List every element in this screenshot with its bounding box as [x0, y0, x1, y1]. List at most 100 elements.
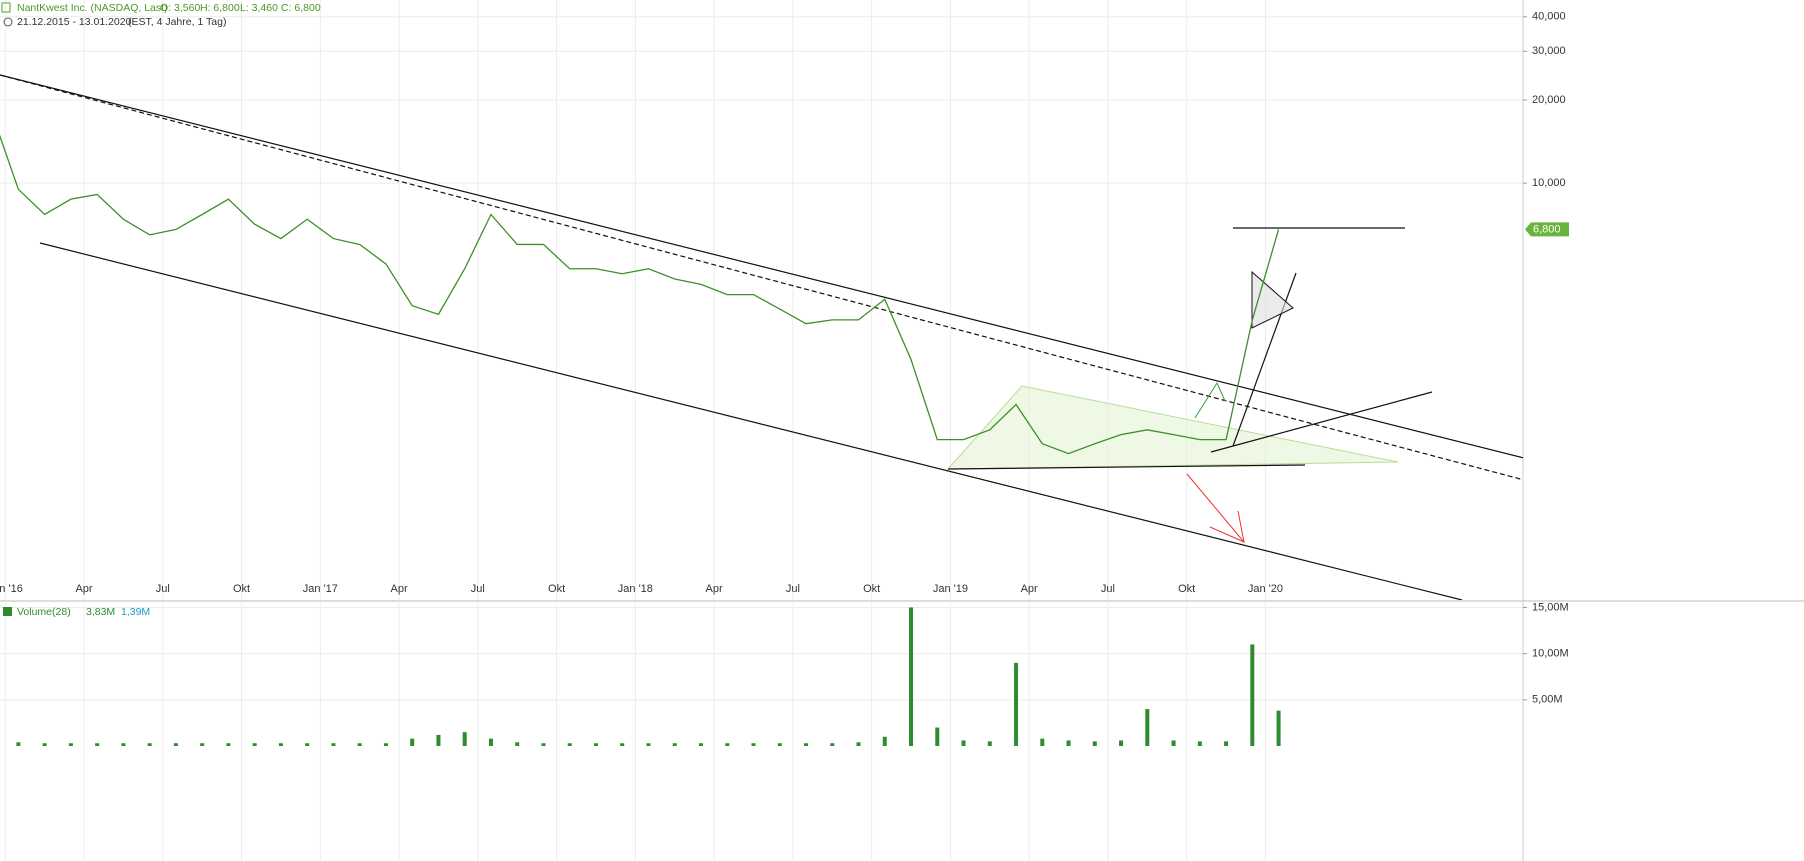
volume-bar: [698, 743, 703, 746]
arrow-head: [1209, 510, 1245, 543]
x-tick-label: Okt: [548, 583, 565, 595]
volume-bar: [620, 743, 625, 746]
trend-line: [1210, 391, 1433, 453]
volume-bar: [173, 743, 178, 746]
volume-bar: [1224, 741, 1229, 746]
volume-bar: [226, 743, 231, 746]
legend-entry: Volume(28): [17, 606, 71, 618]
last-price-badge: [1525, 222, 1569, 237]
y-tick-label: 30,000: [1532, 45, 1566, 57]
volume-bar: [725, 743, 730, 746]
triangle-pattern: [946, 385, 1399, 470]
volume-bar: [1250, 644, 1255, 746]
quote: O: 3,560: [160, 2, 200, 14]
x-tick-label: Jan '18: [618, 583, 653, 595]
y-tick-label: 15,00M: [1532, 601, 1569, 613]
volume-bar: [147, 743, 152, 746]
volume-bar: [1014, 662, 1019, 746]
volume-bar: [1197, 741, 1202, 746]
price-plot: [0, 134, 1280, 455]
volume-bar: [305, 743, 310, 746]
grid: [0, 0, 1523, 861]
y-tick-label: 5,00M: [1532, 694, 1563, 706]
x-tick-label: Jul: [156, 583, 170, 595]
y-tick-label: 10,000: [1532, 177, 1566, 189]
x-tick-label: Jul: [786, 583, 800, 595]
x-tick-label: Apr: [75, 583, 92, 595]
volume-bar: [1040, 738, 1045, 746]
clock-icon: [3, 17, 13, 27]
volume-bar: [672, 743, 677, 746]
volume-bar: [1119, 740, 1124, 746]
legend-value: 3,83M: [86, 606, 115, 618]
y-tick-label: 20,000: [1532, 94, 1566, 106]
x-tick-label: Jul: [1101, 583, 1115, 595]
volume-bar: [68, 743, 73, 746]
arrow-up: [1194, 381, 1226, 419]
y-tick-label: 40,000: [1532, 11, 1566, 23]
volume-plot: [16, 607, 1281, 746]
x-tick-label: Jan '17: [303, 583, 338, 595]
volume-bar: [777, 743, 782, 746]
support-line: [947, 464, 1306, 470]
drawings: [0, 74, 1523, 600]
volume-bar: [987, 741, 992, 746]
x-tick-label: Jan '20: [1248, 583, 1283, 595]
chart-icon: [1, 2, 11, 13]
x-tick-label: Jan '19: [933, 583, 968, 595]
volume-bar: [95, 743, 100, 746]
volume-bar: [751, 743, 756, 746]
volume-bar: [331, 743, 336, 746]
volume-bar: [961, 740, 966, 746]
volume-bar: [567, 743, 572, 746]
volume-bar: [646, 743, 651, 746]
volume-bar: [1276, 710, 1281, 746]
volume-bar: [882, 736, 887, 746]
x-tick-label: Okt: [233, 583, 250, 595]
volume-bar: [804, 743, 809, 746]
volume-bar: [830, 743, 835, 746]
volume-bar: [1066, 740, 1071, 746]
volume-bar: [121, 743, 126, 746]
channel-upper: [0, 74, 1523, 459]
volume-bar: [1171, 740, 1176, 746]
volume-bar: [357, 743, 362, 746]
x-tick-label: Apr: [1021, 583, 1038, 595]
volume-bar: [515, 742, 520, 746]
quote: L: 3,460: [240, 2, 278, 14]
x-tick-label: Apr: [391, 583, 408, 595]
legend-value: 1,39M: [121, 606, 150, 618]
volume-bar: [436, 734, 441, 746]
date-range: 21.12.2015 - 13.01.2020: [17, 16, 132, 28]
header-title: NantKwest Inc. (NASDAQ, Last): [17, 2, 168, 14]
volume-bar: [1145, 709, 1150, 746]
quote: H: 6,800: [200, 2, 240, 14]
last-price-label: 6,800: [1533, 223, 1561, 235]
quote: C: 6,800: [281, 2, 321, 14]
volume-bar: [42, 743, 47, 746]
x-tick-label: Jul: [471, 583, 485, 595]
volume-bar: [462, 732, 467, 746]
volume-bar: [541, 743, 546, 746]
volume-bar: [935, 727, 940, 746]
x-tick-label: Okt: [863, 583, 880, 595]
volume-bar: [488, 738, 493, 746]
x-tick-label: Okt: [1178, 583, 1195, 595]
price-line: [0, 134, 1280, 455]
volume-bar: [252, 743, 257, 746]
period: (EST, 4 Jahre, 1 Tag): [128, 16, 226, 28]
volume-bar: [278, 743, 283, 746]
volume-bar: [200, 743, 205, 746]
volume-bar: [383, 743, 388, 746]
x-tick-label: Jan '16: [0, 583, 23, 595]
volume-bar: [16, 742, 21, 746]
volume-bar: [410, 738, 415, 746]
arrow-down: [1186, 473, 1245, 543]
channel-lower: [39, 242, 1463, 600]
volume-bar: [909, 607, 914, 746]
volume-bar: [593, 743, 598, 746]
y-tick-label: 10,00M: [1532, 648, 1569, 660]
x-tick-label: Apr: [706, 583, 723, 595]
axes: 40,000 30,000 20,000 10,000 Jan '16 Apr Jul Okt…: [0, 11, 1569, 706]
